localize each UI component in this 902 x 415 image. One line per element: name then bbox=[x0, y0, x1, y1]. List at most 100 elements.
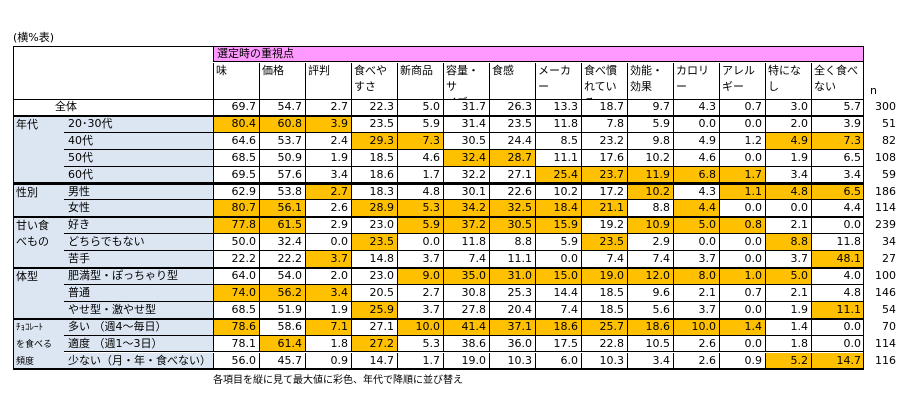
table-cell: 41.4 bbox=[443, 318, 489, 336]
table-cell: 15.0 bbox=[535, 268, 581, 285]
table-cell: 1.9 bbox=[305, 301, 351, 319]
table-cell: 11.8 bbox=[811, 234, 864, 252]
table-cell: 17.5 bbox=[535, 335, 581, 353]
table-cell: 10.2 bbox=[627, 183, 673, 201]
table-cell: 0.0 bbox=[719, 301, 765, 319]
table-cell: 29.3 bbox=[351, 132, 397, 150]
column-header: 食べ慣 れている bbox=[581, 63, 627, 99]
table-cell: 7.4 bbox=[627, 251, 673, 268]
column-header: 新商品 bbox=[397, 63, 443, 99]
table-cell: 3.7 bbox=[305, 251, 351, 268]
table-cell: 10.2 bbox=[627, 149, 673, 167]
table-cell: 32.2 bbox=[443, 166, 489, 184]
table-cell: 4.9 bbox=[765, 132, 811, 150]
table-cell: 61.4 bbox=[259, 335, 305, 353]
table-cell: 0.0 bbox=[765, 200, 811, 218]
table-cell: 3.4 bbox=[305, 284, 351, 302]
table-cell: 13.3 bbox=[535, 99, 581, 116]
row-label: 20･30代 bbox=[64, 115, 213, 133]
table-cell: 19.2 bbox=[581, 217, 627, 235]
table-cell: 1.2 bbox=[719, 132, 765, 150]
table-cell: 5.3 bbox=[397, 335, 443, 353]
table-cell: 28.7 bbox=[489, 149, 535, 167]
row-label: 好き bbox=[64, 217, 213, 235]
table-cell: 30.5 bbox=[489, 217, 535, 235]
table-cell: 77.8 bbox=[213, 217, 259, 235]
table-cell: 4.6 bbox=[397, 149, 443, 167]
table-cell: 0.0 bbox=[535, 251, 581, 268]
table-cell: 32.4 bbox=[259, 234, 305, 252]
n-value: 34 bbox=[882, 235, 896, 249]
table-cell: 4.8 bbox=[765, 183, 811, 201]
table-cell: 1.0 bbox=[719, 268, 765, 285]
n-value: 146 bbox=[875, 285, 896, 299]
table-cell: 24.4 bbox=[489, 132, 535, 150]
column-header: 効能・ 効果 bbox=[627, 63, 673, 99]
group-label: 甘い食 べもの bbox=[13, 217, 64, 268]
n-value: 59 bbox=[882, 167, 896, 181]
table-cell: 22.2 bbox=[259, 251, 305, 268]
column-header: 評判 bbox=[305, 63, 351, 99]
table-cell: 10.5 bbox=[627, 335, 673, 353]
table-cell: 0.7 bbox=[719, 99, 765, 116]
table-cell: 78.1 bbox=[213, 335, 259, 353]
table-cell: 7.4 bbox=[581, 251, 627, 268]
table-cell: 0.8 bbox=[719, 217, 765, 235]
n-value: 300 bbox=[875, 100, 896, 113]
table-cell: 2.1 bbox=[673, 284, 719, 302]
column-header: 価格 bbox=[259, 63, 305, 99]
row-label: 普通 bbox=[64, 284, 213, 302]
table-cell: 22.2 bbox=[213, 251, 259, 268]
table-cell: 3.0 bbox=[765, 99, 811, 116]
row-label: 多い （週4～毎日） bbox=[64, 318, 213, 336]
table-cell: 30.1 bbox=[443, 183, 489, 201]
table-cell: 3.7 bbox=[397, 251, 443, 268]
table-cell: 10.0 bbox=[673, 318, 719, 336]
table-cell: 5.9 bbox=[397, 115, 443, 133]
table-cell: 5.0 bbox=[765, 268, 811, 285]
table-cell: 69.7 bbox=[213, 99, 259, 116]
table-cell: 0.0 bbox=[719, 115, 765, 133]
n-value: 70 bbox=[882, 319, 896, 333]
table-cell: 3.7 bbox=[397, 301, 443, 319]
table-cell: 3.9 bbox=[305, 115, 351, 133]
table-cell: 31.7 bbox=[443, 99, 489, 116]
table-cell: 3.9 bbox=[811, 115, 864, 133]
table-cell: 10.9 bbox=[627, 217, 673, 235]
table-cell: 1.4 bbox=[719, 318, 765, 336]
footnote: 各項目を縦に見て最大値に彩色、年代で降順に並び替え bbox=[213, 375, 463, 386]
table-cell: 7.8 bbox=[581, 115, 627, 133]
table-cell: 2.7 bbox=[397, 284, 443, 302]
table-cell: 2.6 bbox=[673, 335, 719, 353]
table-cell: 53.8 bbox=[259, 183, 305, 201]
table-cell: 80.7 bbox=[213, 200, 259, 218]
table-cell: 0.0 bbox=[719, 251, 765, 268]
table-cell: 18.3 bbox=[351, 183, 397, 201]
table-cell: 32.5 bbox=[489, 200, 535, 218]
table-cell: 2.7 bbox=[305, 99, 351, 116]
table-cell: 58.6 bbox=[259, 318, 305, 336]
table-cell: 38.6 bbox=[443, 335, 489, 353]
table-cell: 54.0 bbox=[259, 268, 305, 285]
n-value: 51 bbox=[882, 116, 896, 130]
table-cell: 0.0 bbox=[673, 234, 719, 252]
table-cell: 5.0 bbox=[397, 99, 443, 116]
table-cell: 3.4 bbox=[811, 166, 864, 184]
table-cell: 5.2 bbox=[765, 352, 811, 370]
table-cell: 0.0 bbox=[719, 234, 765, 252]
table-cell: 32.4 bbox=[443, 149, 489, 167]
column-header: 食感 bbox=[489, 63, 535, 99]
row-label: 60代 bbox=[64, 166, 213, 184]
table-cell: 27.8 bbox=[443, 301, 489, 319]
n-value: 114 bbox=[875, 336, 896, 350]
table-cell: 6.8 bbox=[673, 166, 719, 184]
n-value: 186 bbox=[875, 184, 896, 198]
table-cell: 5.9 bbox=[397, 217, 443, 235]
table-cell: 20.4 bbox=[489, 301, 535, 319]
table-cell: 18.5 bbox=[351, 149, 397, 167]
table-cell: 23.5 bbox=[489, 115, 535, 133]
table-cell: 3.7 bbox=[765, 251, 811, 268]
table-cell: 56.1 bbox=[259, 200, 305, 218]
table-cell: 18.6 bbox=[351, 166, 397, 184]
table-cell: 57.6 bbox=[259, 166, 305, 184]
